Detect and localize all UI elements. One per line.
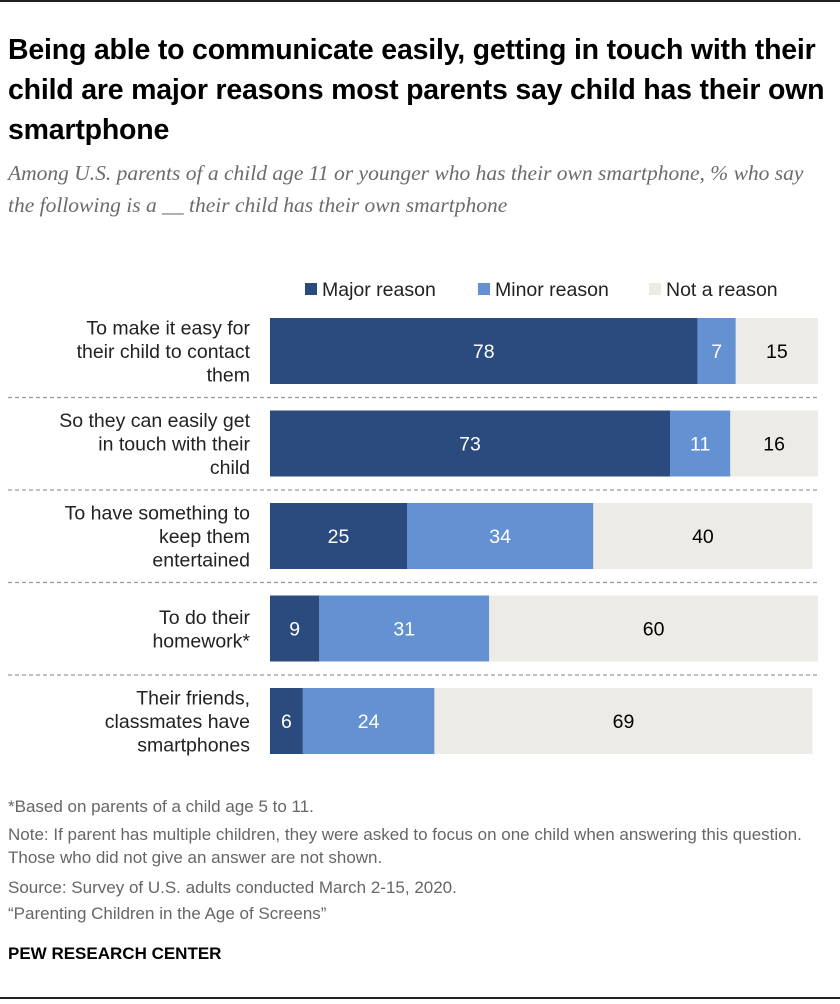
legend-item-major: Major reason	[305, 278, 436, 302]
category-label: entertained	[152, 550, 250, 572]
bar-major	[270, 688, 303, 754]
bar-minor	[302, 688, 435, 754]
category-label: them	[207, 365, 250, 387]
footnote-asterisk: *Based on parents of a child age 5 to 11…	[8, 797, 314, 816]
legend-swatch-major	[305, 282, 317, 295]
footnote-source: Source: Survey of U.S. adults conducted …	[8, 878, 457, 897]
category-label: classmates have	[105, 711, 250, 733]
bar-minor	[407, 503, 594, 569]
category-label: their child to contact	[77, 341, 251, 363]
legend-item-not: Not a reason	[649, 278, 778, 302]
bar-major	[270, 595, 320, 662]
legend-label-not: Not a reason	[666, 279, 778, 301]
chart-subtitle: Among U.S. parents of a child age 11 or …	[8, 161, 804, 217]
data-label-major: 25	[328, 526, 350, 548]
data-label-minor: 31	[393, 619, 415, 641]
top-rule	[0, 0, 840, 2]
chart-title: Being able to communicate easily, gettin…	[8, 34, 825, 146]
bottom-rule	[0, 997, 840, 999]
footnote-report: “Parenting Children in the Age of Screen…	[8, 904, 327, 923]
legend-swatch-minor	[478, 282, 490, 295]
category-label: To do their	[159, 607, 251, 629]
data-label-not: 16	[763, 434, 785, 456]
legend-item-minor: Minor reason	[478, 278, 609, 302]
bar-not	[434, 688, 813, 754]
category-label: So they can easily get	[59, 410, 250, 432]
data-label-minor: 7	[711, 341, 722, 363]
data-label-not: 40	[692, 526, 714, 548]
footnote-note: Note: If parent has multiple children, t…	[8, 825, 802, 867]
chart-legend: Major reason Minor reason Not a reason	[300, 278, 820, 302]
bar-minor	[670, 410, 731, 477]
category-label: smartphones	[137, 735, 250, 757]
data-label-not: 15	[766, 341, 788, 363]
data-label-major: 78	[473, 341, 495, 363]
category-label: homework*	[152, 630, 250, 652]
legend-label-major: Major reason	[322, 279, 436, 301]
data-label-not: 69	[613, 711, 635, 733]
category-label: keep them	[159, 526, 250, 548]
bar-not	[730, 410, 818, 477]
bar-not	[593, 503, 813, 569]
brand-label: PEW RESEARCH CENTER	[8, 944, 222, 963]
data-label-minor: 34	[489, 526, 511, 548]
legend-swatch-not	[649, 282, 661, 295]
bar-minor	[319, 595, 490, 662]
bar-not	[489, 595, 818, 662]
category-label: Their friends,	[136, 688, 250, 710]
bar-major	[270, 410, 671, 477]
bar-major	[270, 318, 698, 384]
data-label-minor: 24	[358, 711, 380, 733]
data-label-major: 73	[459, 434, 481, 456]
legend-label-minor: Minor reason	[495, 279, 609, 301]
data-label-minor: 11	[690, 434, 710, 456]
bar-not	[735, 318, 818, 384]
bar-major	[270, 503, 407, 569]
category-label: child	[210, 457, 250, 479]
bar-minor	[697, 318, 736, 384]
category-label: in touch with their	[98, 434, 250, 456]
category-label: To have something to	[65, 503, 251, 525]
data-label-major: 6	[281, 711, 292, 733]
data-label-major: 9	[289, 619, 300, 641]
category-label: To make it easy for	[86, 318, 250, 340]
data-label-not: 60	[643, 619, 665, 641]
